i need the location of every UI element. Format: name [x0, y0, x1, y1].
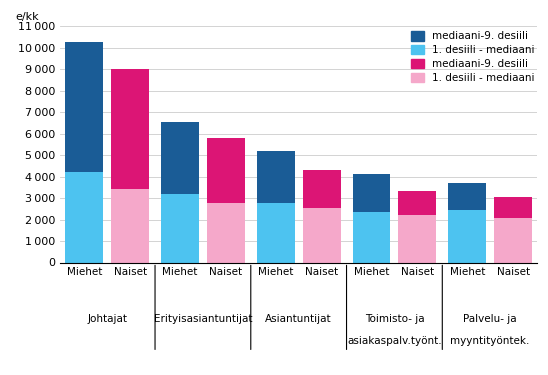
Bar [207, 204, 245, 262]
Bar [448, 210, 486, 262]
Bar [161, 122, 199, 194]
Bar [494, 219, 532, 262]
Text: asiakaspalv.työnt.: asiakaspalv.työnt. [347, 336, 442, 346]
Bar [352, 212, 390, 262]
Text: Toimisto- ja: Toimisto- ja [364, 315, 424, 324]
Bar [257, 204, 295, 262]
Bar [448, 183, 486, 210]
Bar [161, 194, 199, 262]
Text: Asiantuntijat: Asiantuntijat [265, 315, 332, 324]
Bar [352, 174, 390, 212]
Bar [257, 151, 295, 204]
Bar [302, 208, 340, 262]
Bar [398, 215, 436, 262]
Text: e/kk: e/kk [15, 12, 39, 22]
Bar [111, 69, 149, 189]
Bar [207, 138, 245, 204]
Bar [65, 42, 103, 172]
Bar [398, 190, 436, 215]
Bar [65, 172, 103, 262]
Bar [111, 189, 149, 262]
Text: myyntityöntek.: myyntityöntek. [450, 336, 530, 346]
Text: Palvelu- ja: Palvelu- ja [464, 315, 517, 324]
Bar [302, 170, 340, 208]
Text: Erityisasiantuntijat: Erityisasiantuntijat [153, 315, 252, 324]
Legend: mediaani-9. desiili, 1. desiili - mediaani, mediaani-9. desiili, 1. desiili - me: mediaani-9. desiili, 1. desiili - mediaa… [409, 29, 536, 85]
Bar [494, 197, 532, 219]
Text: Johtajat: Johtajat [87, 315, 127, 324]
